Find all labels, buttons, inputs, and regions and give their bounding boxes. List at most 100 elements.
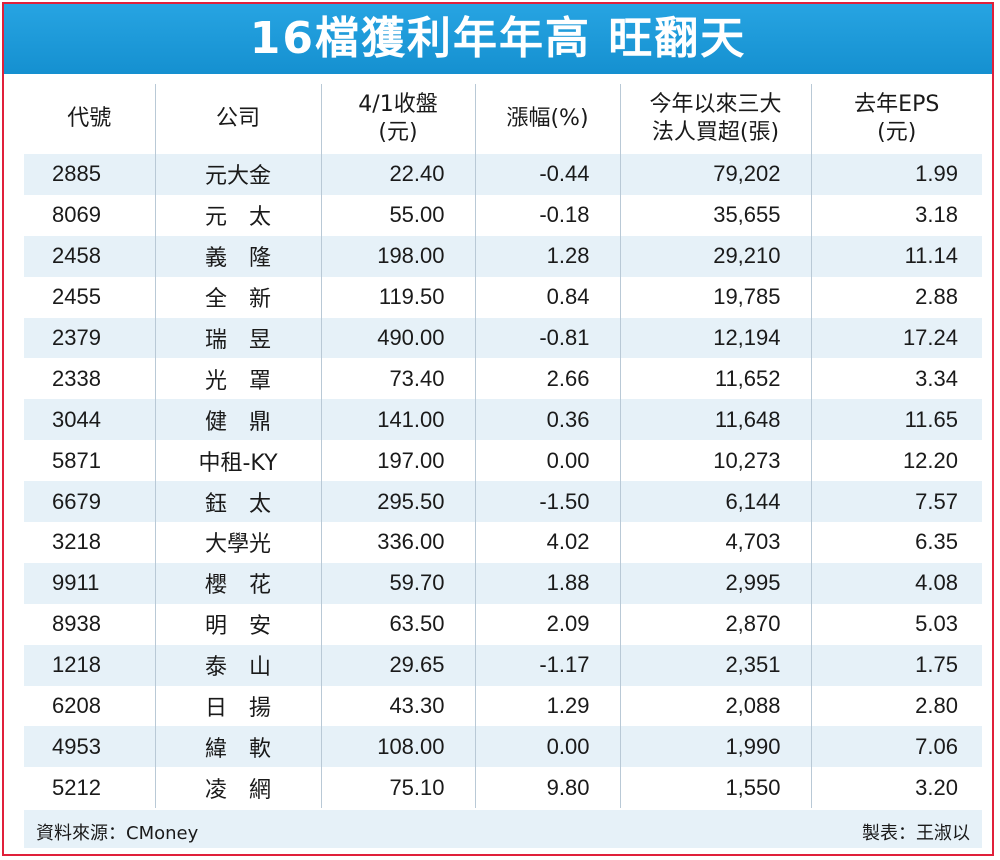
credit-note: 製表：王淑以: [862, 823, 970, 844]
table-row: 2379 瑞 昱 490.00 -0.81 12,194 17.24: [24, 317, 982, 359]
cell-institutional: 29,210: [620, 235, 812, 277]
cell-company: 明 安: [155, 603, 322, 645]
header-code: 代號: [24, 84, 156, 154]
cell-institutional: 10,273: [620, 440, 812, 482]
data-table-wrap: 代號 公司 4/1收盤 (元) 漲幅(%) 今年以來三大 法人買超(張) 去年EPS (元) 2…: [24, 84, 982, 809]
cell-eps: 5.03: [811, 603, 982, 645]
cell-change: 2.66: [475, 358, 621, 400]
cell-company: 元 太: [155, 194, 322, 236]
cell-company: 緯 軟: [155, 726, 322, 768]
cell-eps: 1.99: [811, 154, 982, 195]
table-row: 5212 凌 網 75.10 9.80 1,550 3.20: [24, 767, 982, 809]
cell-code: 6679: [24, 481, 156, 523]
cell-close: 22.40: [321, 154, 476, 195]
header-change: 漲幅(%): [475, 84, 621, 154]
cell-code: 2455: [24, 276, 156, 318]
cell-close: 55.00: [321, 194, 476, 236]
cell-institutional: 2,995: [620, 562, 812, 604]
cell-close: 59.70: [321, 562, 476, 604]
cell-eps: 11.14: [811, 235, 982, 277]
cell-company: 大學光: [155, 522, 322, 563]
cell-change: 1.88: [475, 562, 621, 604]
table-row: 3044 健 鼎 141.00 0.36 11,648 11.65: [24, 399, 982, 441]
cell-change: -1.17: [475, 644, 621, 686]
cell-code: 2379: [24, 317, 156, 359]
cell-company: 泰 山: [155, 644, 322, 686]
table-row: 3218 大學光 336.00 4.02 4,703 6.35: [24, 522, 982, 563]
cell-institutional: 79,202: [620, 154, 812, 195]
cell-code: 4953: [24, 726, 156, 768]
cell-eps: 7.06: [811, 726, 982, 768]
cell-code: 3044: [24, 399, 156, 441]
cell-institutional: 1,990: [620, 726, 812, 768]
cell-code: 2885: [24, 154, 156, 195]
cell-company: 日 揚: [155, 685, 322, 727]
table-title: 16檔獲利年年高 旺翻天: [4, 4, 992, 74]
cell-code: 3218: [24, 522, 156, 563]
cell-code: 9911: [24, 562, 156, 604]
cell-eps: 3.20: [811, 767, 982, 809]
cell-institutional: 11,652: [620, 358, 812, 400]
cell-eps: 7.57: [811, 481, 982, 523]
cell-institutional: 6,144: [620, 481, 812, 523]
table-row: 5871 中租-KY 197.00 0.00 10,273 12.20: [24, 440, 982, 482]
table-row: 9911 櫻 花 59.70 1.88 2,995 4.08: [24, 562, 982, 604]
cell-eps: 17.24: [811, 317, 982, 359]
cell-company: 鈺 太: [155, 481, 322, 523]
cell-eps: 1.75: [811, 644, 982, 686]
table-row: 2458 義 隆 198.00 1.28 29,210 11.14: [24, 235, 982, 277]
cell-eps: 2.88: [811, 276, 982, 318]
cell-close: 295.50: [321, 481, 476, 523]
cell-change: 0.84: [475, 276, 621, 318]
cell-eps: 3.34: [811, 358, 982, 400]
cell-change: 9.80: [475, 767, 621, 809]
cell-eps: 11.65: [811, 399, 982, 441]
cell-change: 0.00: [475, 726, 621, 768]
cell-institutional: 2,088: [620, 685, 812, 727]
cell-company: 光 罩: [155, 358, 322, 400]
cell-institutional: 19,785: [620, 276, 812, 318]
cell-close: 197.00: [321, 440, 476, 482]
cell-company: 凌 網: [155, 767, 322, 809]
cell-code: 8069: [24, 194, 156, 236]
cell-company: 健 鼎: [155, 399, 322, 441]
cell-code: 8938: [24, 603, 156, 645]
cell-close: 63.50: [321, 603, 476, 645]
cell-code: 6208: [24, 685, 156, 727]
cell-code: 5212: [24, 767, 156, 809]
cell-eps: 12.20: [811, 440, 982, 482]
source-note: 資料來源：CMoney: [36, 823, 199, 844]
header-close: 4/1收盤 (元): [321, 84, 476, 154]
cell-close: 108.00: [321, 726, 476, 768]
cell-institutional: 4,703: [620, 522, 812, 563]
header-row: 代號 公司 4/1收盤 (元) 漲幅(%) 今年以來三大 法人買超(張) 去年EPS (元): [24, 84, 982, 154]
cell-eps: 4.08: [811, 562, 982, 604]
cell-change: 0.36: [475, 399, 621, 441]
table-row: 6208 日 揚 43.30 1.29 2,088 2.80: [24, 685, 982, 727]
cell-company: 元大金: [155, 154, 322, 195]
table-row: 2455 全 新 119.50 0.84 19,785 2.88: [24, 276, 982, 318]
cell-change: 0.00: [475, 440, 621, 482]
table-body: 2885 元大金 22.40 -0.44 79,202 1.99 8069 元 太 55.00 -…: [24, 154, 982, 809]
cell-code: 1218: [24, 644, 156, 686]
cell-company: 瑞 昱: [155, 317, 322, 359]
cell-change: 2.09: [475, 603, 621, 645]
header-company: 公司: [155, 84, 322, 154]
cell-eps: 3.18: [811, 194, 982, 236]
cell-institutional: 11,648: [620, 399, 812, 441]
cell-change: -0.44: [475, 154, 621, 195]
cell-code: 5871: [24, 440, 156, 482]
stock-table: 代號 公司 4/1收盤 (元) 漲幅(%) 今年以來三大 法人買超(張) 去年EPS (元) 2…: [24, 84, 982, 809]
cell-close: 336.00: [321, 522, 476, 563]
cell-company: 全 新: [155, 276, 322, 318]
cell-close: 141.00: [321, 399, 476, 441]
cell-code: 2338: [24, 358, 156, 400]
cell-institutional: 35,655: [620, 194, 812, 236]
cell-close: 29.65: [321, 644, 476, 686]
cell-change: -1.50: [475, 481, 621, 523]
header-eps: 去年EPS (元): [854, 92, 940, 145]
cell-code: 2458: [24, 235, 156, 277]
cell-company: 中租-KY: [155, 440, 322, 482]
cell-close: 490.00: [321, 317, 476, 359]
cell-change: 4.02: [475, 522, 621, 563]
